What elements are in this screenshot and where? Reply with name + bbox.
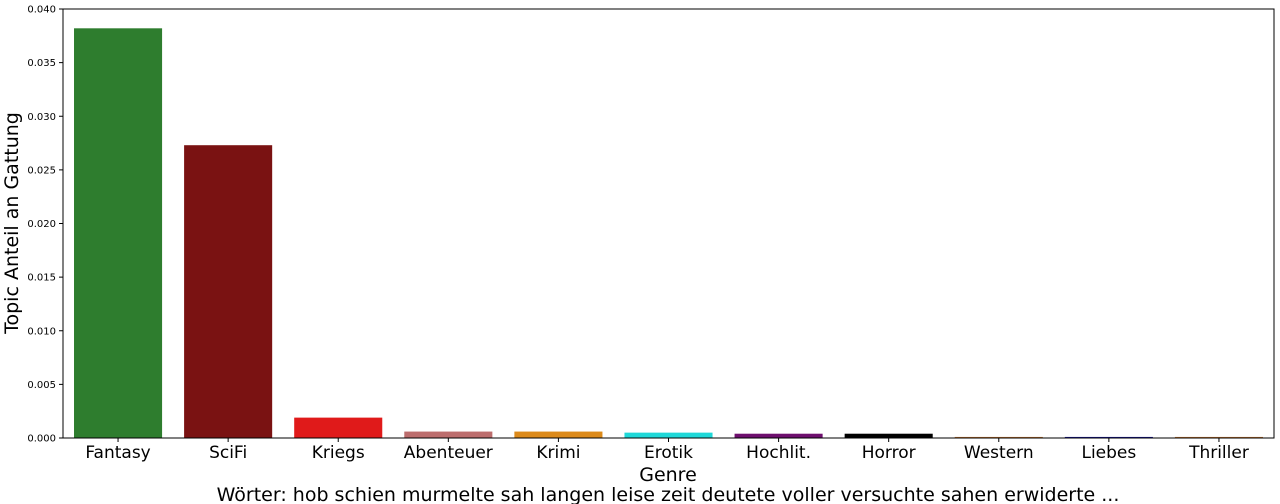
x-tick-label: Fantasy xyxy=(85,443,150,463)
x-tick-label: Western xyxy=(964,443,1034,463)
bar-kriegs xyxy=(294,417,383,438)
x-tick-label: Krimi xyxy=(536,443,580,463)
y-axis-ticks: 0.000 0.005 0.010 0.015 0.020 0.025 0.030 0.035… xyxy=(27,5,63,445)
x-tick-label: Thriller xyxy=(1188,443,1249,463)
x-tick-label: Abenteuer xyxy=(404,443,493,463)
x-tick-label: Liebes xyxy=(1081,443,1136,463)
y-tick-label: 0.000 xyxy=(27,434,56,445)
bars xyxy=(74,28,1263,439)
bar-fantasy xyxy=(74,28,163,439)
bar-horror xyxy=(844,433,933,438)
x-axis-label: Genre xyxy=(639,464,697,486)
x-tick-label: SciFi xyxy=(209,443,247,463)
y-tick-label: 0.030 xyxy=(27,112,56,123)
y-tick-label: 0.020 xyxy=(27,219,56,230)
plot-frame xyxy=(62,8,1275,439)
bar-hochlit xyxy=(734,433,823,438)
y-tick-label: 0.035 xyxy=(27,58,56,69)
bar-thriller xyxy=(1174,436,1263,438)
bar-krimi xyxy=(514,431,603,438)
bar-scifi xyxy=(184,145,273,438)
bar-western xyxy=(954,436,1043,438)
x-axis-ticks: Fantasy SciFi Kriegs Abenteuer Krimi Erotik Ho… xyxy=(85,438,1249,463)
bar-abenteuer xyxy=(404,431,493,438)
x-tick-label: Erotik xyxy=(644,443,693,463)
x-tick-label: Kriegs xyxy=(312,443,365,463)
chart-caption: Wörter: hob schien murmelte sah langen l… xyxy=(217,484,1120,504)
x-tick-label: Hochlit. xyxy=(746,443,811,463)
bar-erotik xyxy=(624,432,713,438)
y-tick-label: 0.040 xyxy=(27,5,56,16)
x-tick-label: Horror xyxy=(862,443,916,463)
y-axis-label: Topic Anteil an Gattung xyxy=(1,112,23,335)
bar-liebes xyxy=(1064,436,1153,438)
y-tick-label: 0.025 xyxy=(27,165,56,176)
y-tick-label: 0.010 xyxy=(27,326,56,337)
y-tick-label: 0.005 xyxy=(27,380,56,391)
y-tick-label: 0.015 xyxy=(27,273,56,284)
